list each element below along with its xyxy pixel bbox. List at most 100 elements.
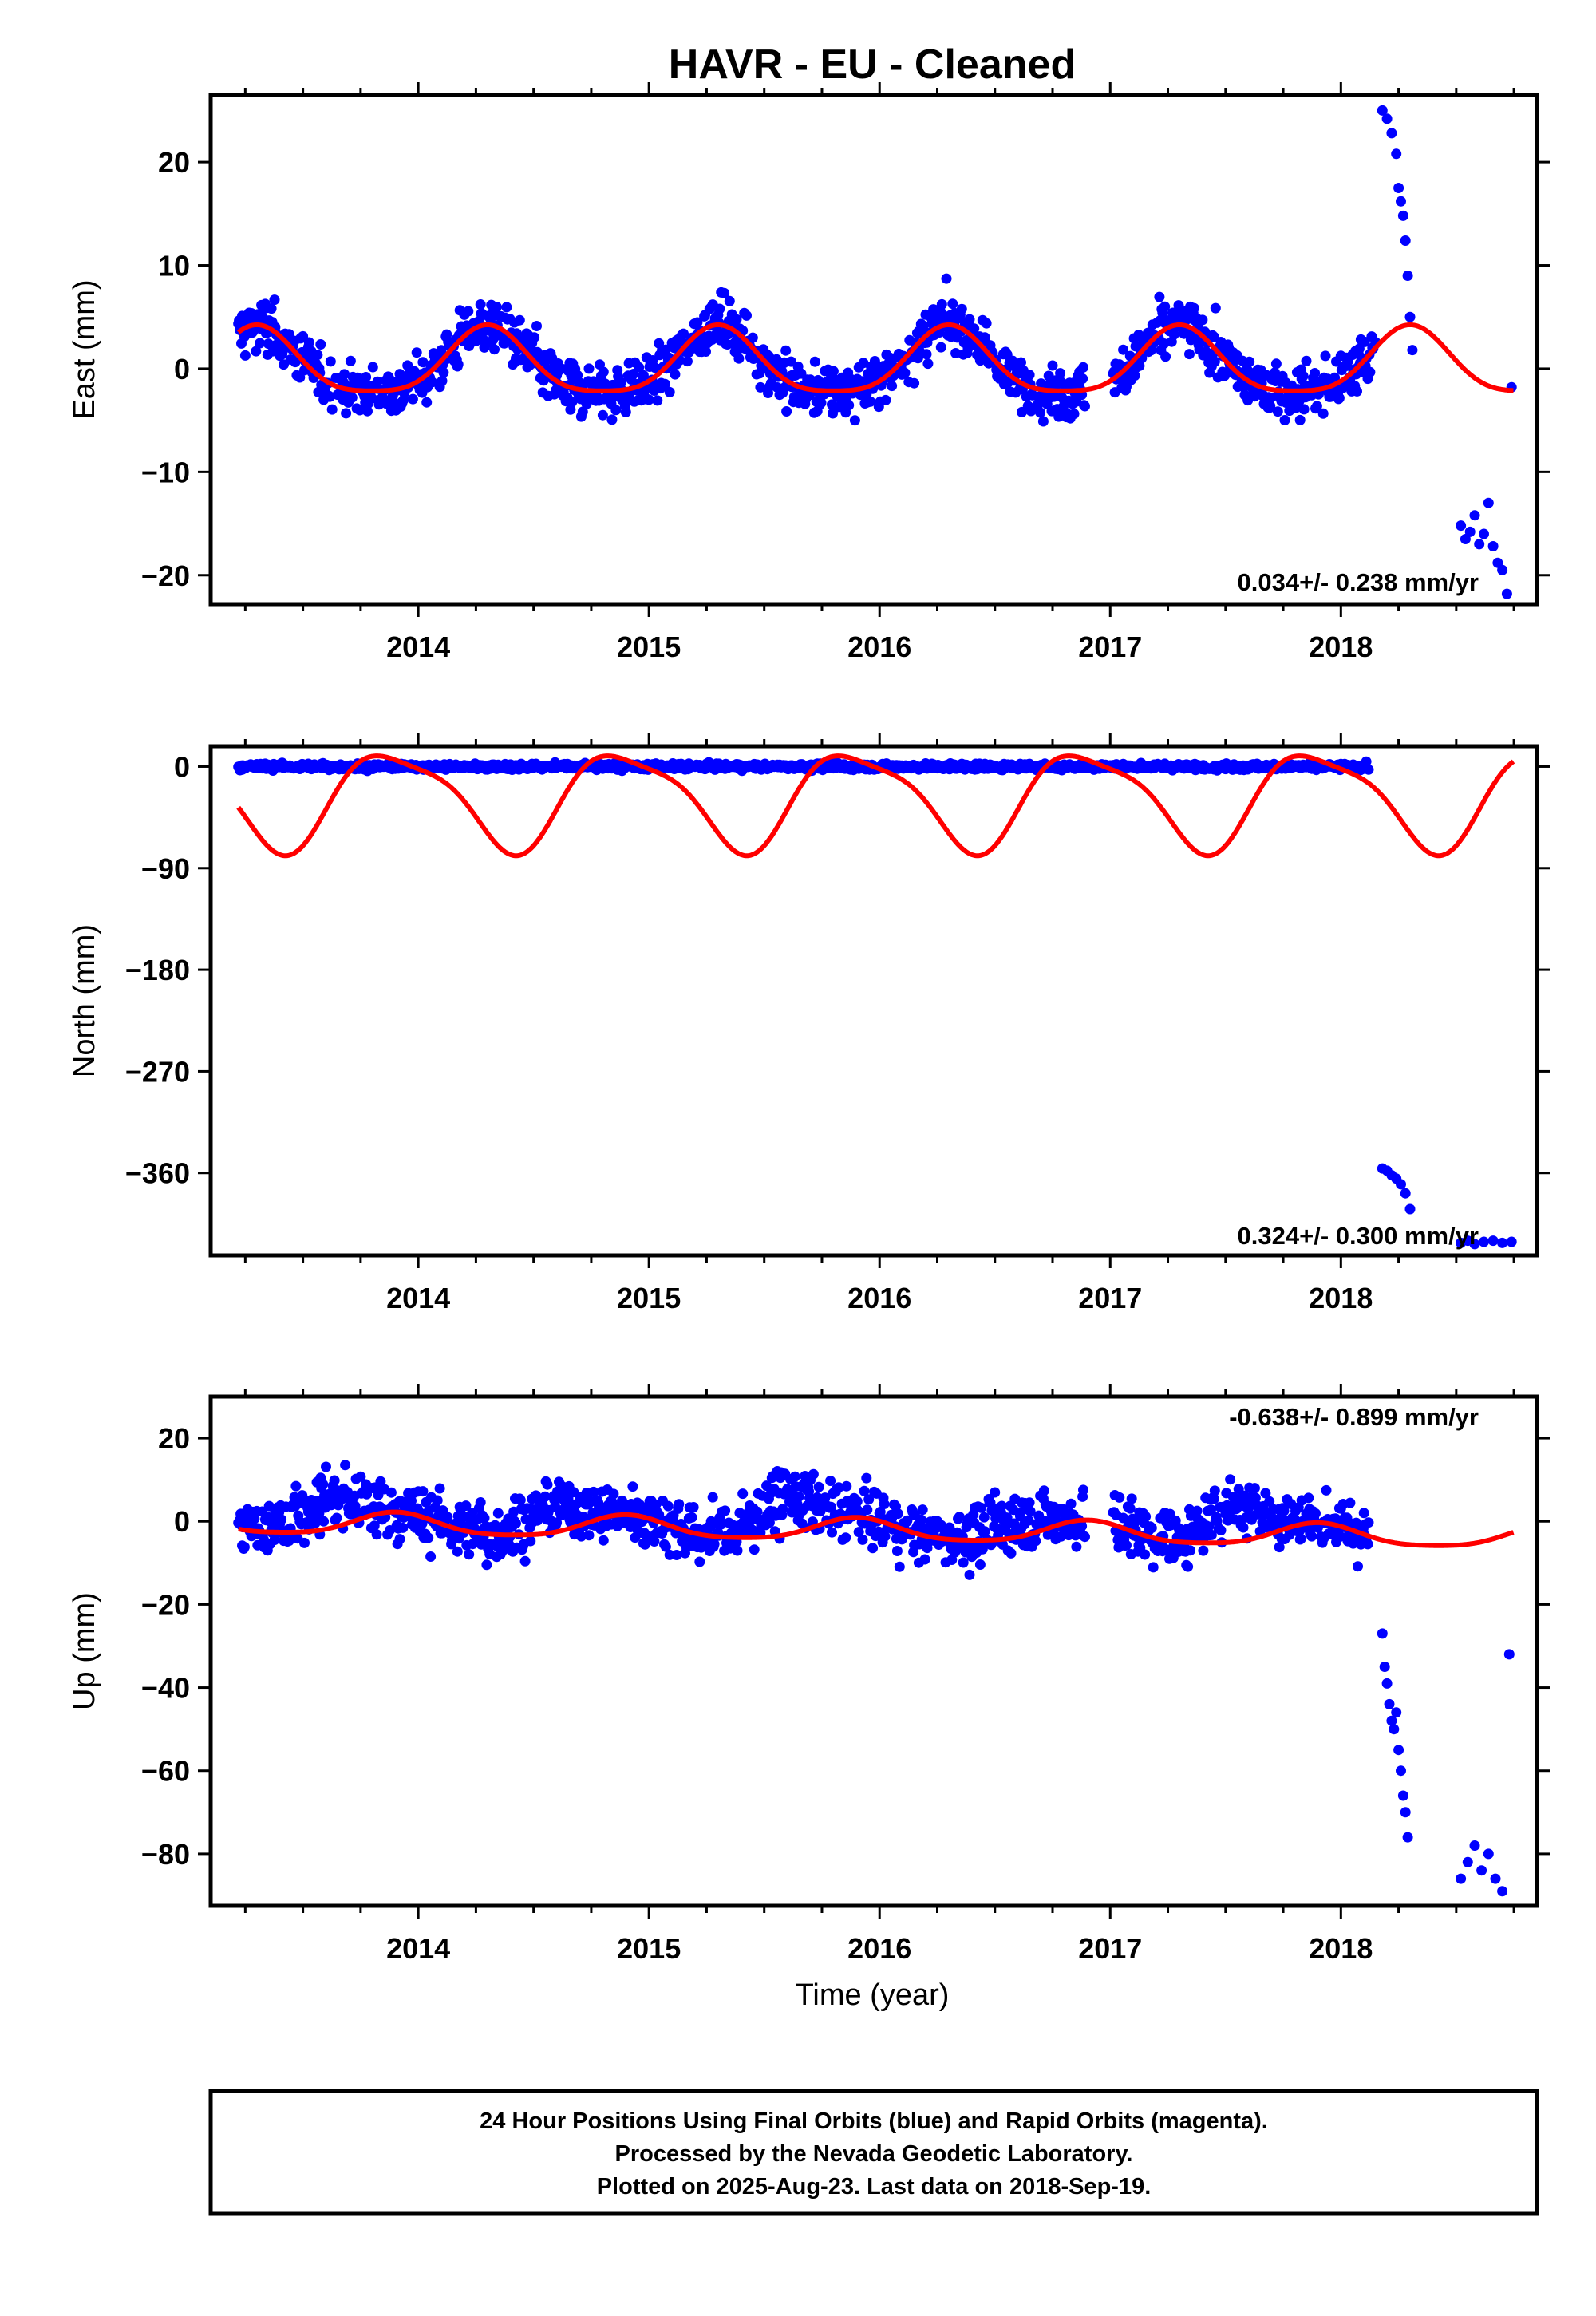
data-point [1400,1807,1411,1818]
data-point [525,1535,536,1547]
rate-annotation: -0.638+/- 0.899 mm/yr [1229,1403,1479,1431]
up-panel: 2014 2015 2016 2017 2018 −80 −60 −40 −20 0 20 Up (m… [68,1384,1550,1965]
data-point [1025,1506,1036,1517]
data-point [859,1485,870,1496]
data-point [1114,1492,1125,1503]
data-point [427,377,437,388]
data-point [290,1480,302,1492]
x-tick-label: 2014 [386,1932,450,1965]
data-point [947,298,958,310]
data-point [660,344,671,355]
data-point [1030,1535,1041,1547]
footer-box [208,2089,1539,2216]
rate-annotation: 0.034+/- 0.238 mm/yr [1238,568,1479,596]
plot-frame [208,93,1539,607]
data-point [1310,1508,1321,1519]
plot-frame [208,1394,1539,1908]
data-point [950,348,962,358]
data-point [813,1481,824,1492]
data-point [1055,368,1066,379]
data-point [1386,1715,1397,1726]
data-point [985,1497,996,1508]
data-point [974,355,986,366]
x-tick-label: 2015 [617,1282,681,1314]
data-point [514,314,525,326]
data-point [1264,1496,1275,1507]
data-point [606,414,618,425]
data-point [840,1532,851,1543]
data-point [263,338,274,350]
data-point [1146,1523,1157,1533]
data-point [255,338,266,349]
data-points [233,756,1517,1250]
data-point [581,398,592,409]
data-point [588,1486,599,1497]
data-point [696,1542,707,1553]
data-point [1464,526,1476,537]
data-point [627,1481,638,1492]
y-axis-label: East (mm) [68,279,101,419]
data-point [1183,1561,1194,1572]
data-point [820,1492,831,1504]
y-tick-label: −10 [141,456,190,488]
data-point [638,370,649,381]
data-point [979,1526,990,1537]
data-point [1038,1485,1049,1496]
data-point [436,345,447,356]
x-tick-label: 2015 [617,630,681,663]
data-point [341,408,352,419]
data-point [432,1495,443,1506]
y-tick-label: −20 [141,1588,190,1621]
data-point [1080,401,1090,412]
x-tick-label: 2014 [386,1282,450,1314]
data-point [394,1534,405,1545]
data-point [1250,1492,1261,1504]
data-point [539,1491,551,1502]
data-point [1134,360,1145,371]
data-point [1381,113,1393,124]
data-point [1321,1484,1332,1496]
data-point [1295,1533,1306,1544]
data-point [879,1499,890,1509]
data-point [1126,1493,1137,1504]
data-point [841,1480,852,1492]
y-tick-label: −360 [125,1157,190,1190]
data-point [1476,1865,1487,1876]
data-point [1377,1628,1388,1639]
data-point [707,1492,718,1503]
x-tick-label: 2017 [1078,1932,1142,1965]
data-point [1487,1235,1499,1247]
data-point [1386,128,1397,139]
data-point [355,1471,366,1482]
x-axis-label: Time (year) [796,1978,950,2012]
y-tick-label: −40 [141,1672,190,1705]
data-point [793,1491,804,1502]
data-point [1503,1649,1515,1660]
data-point [331,1512,342,1524]
data-point [269,294,280,306]
data-point [452,1546,463,1557]
y-tick-label: 0 [174,1505,190,1538]
data-point [978,1512,990,1523]
data-point [475,1497,486,1508]
data-point [863,1494,875,1505]
data-point [825,1476,836,1486]
data-point [1225,1474,1236,1485]
data-point [481,1559,492,1571]
y-tick-label: −180 [125,954,190,986]
data-point [1397,210,1408,221]
data-point [1215,1525,1227,1535]
data-point [990,1487,1001,1498]
data-point [1391,148,1402,160]
data-point [1266,392,1277,403]
data-point [1333,393,1345,404]
data-point [329,1475,340,1486]
data-point [437,375,448,386]
data-point [1077,373,1088,384]
data-point [511,1518,521,1529]
east-panel: 2014 2015 2016 2017 2018 −20 −10 0 10 20 East (mm)… [68,82,1550,663]
data-point [1206,1529,1217,1540]
data-point [1298,404,1310,415]
data-point [652,395,663,406]
data-point [362,405,373,417]
